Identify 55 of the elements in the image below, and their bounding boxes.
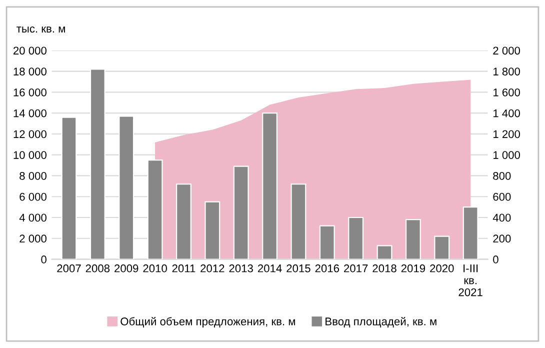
- y-tick-label: 0: [41, 256, 46, 264]
- y2-tick-label: 200: [493, 234, 511, 243]
- bar: [176, 184, 192, 260]
- y-tick-label: 16 000: [14, 88, 46, 96]
- x-tick-label: 2016: [315, 264, 340, 272]
- y2-tick-label: 600: [493, 192, 511, 201]
- y2-tick-label: 1 800: [493, 68, 520, 76]
- y-tick-label: 18 000: [14, 68, 46, 76]
- y2-tick-label: 1 000: [493, 151, 520, 159]
- y2-tick-label: 2 000: [493, 46, 520, 55]
- y2-tick-label: 1 600: [493, 88, 520, 96]
- y-tick-label: 6 000: [20, 192, 46, 201]
- x-tick-label: 2013: [229, 264, 253, 272]
- y-tick-label: 2 000: [20, 234, 46, 243]
- bar: [147, 160, 163, 260]
- bar: [262, 112, 278, 260]
- y-tick-label: 14 000: [14, 109, 46, 118]
- legend-label: Общий объем предложения, кв. м: [120, 317, 296, 328]
- x-tick-label: 2012: [200, 264, 224, 272]
- y-axis-title: тыс. кв. м: [16, 26, 65, 33]
- x-tick-label: 2011: [172, 264, 196, 272]
- x-tick-label: 2010: [143, 264, 167, 272]
- y-tick-label: 8 000: [20, 172, 46, 180]
- y2-tick-label: 1 200: [493, 130, 520, 138]
- x-tick-label: 2009: [114, 264, 138, 272]
- y2-tick-label: 0: [493, 256, 498, 264]
- x-tick-label: 2019: [401, 264, 426, 272]
- legend-label: Ввод площадей, кв. м: [326, 317, 436, 328]
- y2-tick-label: 400: [492, 214, 511, 222]
- bar: [61, 116, 77, 260]
- bar: [233, 166, 249, 260]
- bar: [118, 116, 134, 260]
- x-tick-label: 2014: [258, 264, 282, 272]
- bar: [434, 236, 450, 260]
- y2-tick-label: 1 400: [493, 109, 520, 118]
- bar: [90, 68, 106, 260]
- bar: [204, 201, 220, 260]
- y-tick-label: 12 000: [14, 130, 46, 138]
- x-tick-label: 2017: [344, 264, 368, 272]
- bar: [376, 245, 392, 260]
- x-tick-label: 2018: [372, 264, 396, 272]
- x-tick-label: 2008: [86, 264, 110, 272]
- y-tick-label: 10 000: [14, 151, 46, 159]
- x-tick-label: 2015: [286, 264, 310, 272]
- bar: [290, 184, 306, 260]
- y-tick-label: 20 000: [13, 46, 46, 55]
- x-tick-label: 2007: [57, 264, 81, 272]
- bar: [348, 216, 364, 260]
- y-tick-label: 4 000: [19, 214, 46, 222]
- bar: [405, 219, 421, 260]
- y2-tick-label: 800: [493, 172, 511, 180]
- bar: [462, 206, 478, 260]
- x-tick-label: I-III кв. 2021: [458, 264, 482, 296]
- x-tick-label: 2020: [430, 264, 454, 272]
- bar: [319, 225, 335, 260]
